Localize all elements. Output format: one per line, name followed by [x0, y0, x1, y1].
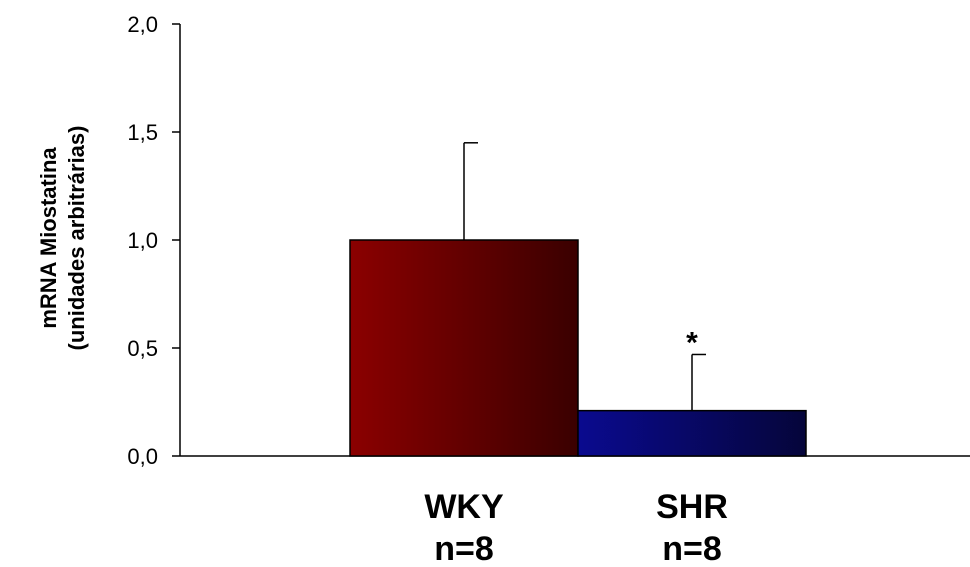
category-n-label-shr: n=8 — [662, 530, 722, 567]
category-label-wky: WKY — [424, 488, 504, 526]
category-n-label-wky: n=8 — [434, 530, 494, 567]
y-axis-title-line-1: mRNA Miostatina — [36, 147, 61, 329]
y-axis-title-line-2: (unidades arbitrárias) — [64, 126, 89, 351]
y-tick-label: 2,0 — [127, 12, 158, 37]
y-tick-label: 1,5 — [127, 120, 158, 145]
y-ticks: 2,0 1,5 1,0 0,5 0,0 — [127, 12, 180, 469]
category-label-shr: SHR — [656, 488, 728, 526]
significance-asterisk: * — [686, 326, 698, 359]
bar-shr — [577, 409, 807, 457]
y-tick-label: 1,0 — [127, 228, 158, 253]
bar-wky — [349, 239, 579, 457]
y-tick-label: 0,5 — [127, 336, 158, 361]
y-tick-label: 0,0 — [127, 444, 158, 469]
